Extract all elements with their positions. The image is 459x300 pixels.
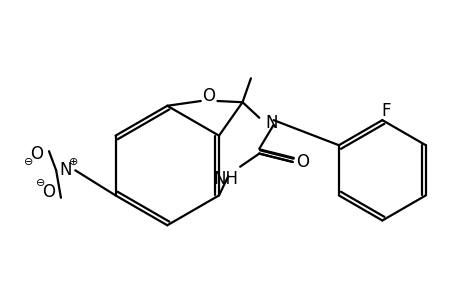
Text: O: O [202, 87, 215, 105]
Text: ⊕: ⊕ [69, 157, 78, 167]
Text: O: O [295, 153, 308, 171]
Text: ⊖: ⊖ [36, 178, 45, 188]
Text: NH: NH [213, 170, 238, 188]
Text: O: O [30, 145, 44, 163]
Text: ⊖: ⊖ [24, 157, 34, 167]
Text: N: N [59, 161, 72, 179]
Text: N: N [264, 113, 277, 131]
Text: O: O [42, 183, 56, 201]
Text: F: F [381, 102, 390, 120]
